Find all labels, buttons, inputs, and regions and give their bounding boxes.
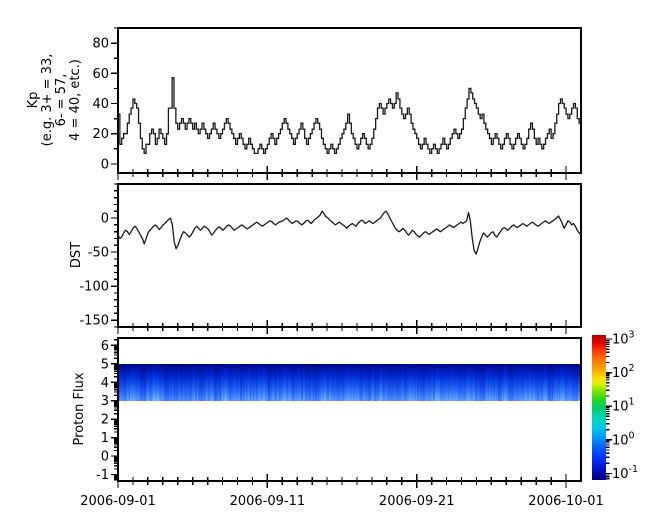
- kp-series-path: [118, 77, 581, 155]
- y-tick-label: -50: [88, 246, 109, 261]
- kp-axis-title-line: 6- = 57,: [54, 73, 69, 127]
- y-tick-label: -150: [79, 314, 109, 329]
- y-tick-label: 80: [92, 37, 109, 52]
- panel-frame: [117, 27, 582, 174]
- x-tick-label: 2006-09-21: [379, 494, 455, 509]
- kp-axis-title: Kp (e.g. 3+ = 33, 6- = 57, 4 = 40, etc.): [26, 53, 83, 147]
- y-tick-label: -100: [79, 280, 109, 295]
- x-tick-label: 2006-10-01: [528, 494, 604, 509]
- y-tick-label: 6: [101, 339, 109, 354]
- dst-axis-title-text: DST: [69, 241, 84, 269]
- y-tick-label: 60: [92, 67, 109, 82]
- colorbar-tick-label: 100: [612, 430, 635, 448]
- x-tick-label: 2006-09-11: [230, 494, 306, 509]
- dst-axis-title: DST: [69, 241, 84, 269]
- colorbar-tick-label: 103: [612, 330, 635, 348]
- y-tick-label: 0: [101, 212, 109, 227]
- proton-flux-heatmap: [118, 364, 581, 401]
- y-tick-label: 5: [101, 357, 109, 372]
- y-tick-label: 40: [92, 97, 109, 112]
- y-tick-label: 4: [101, 376, 109, 391]
- y-tick-label: -1: [96, 468, 109, 483]
- colorbar-tick-label: 101: [612, 397, 635, 415]
- panel-frame: [117, 337, 582, 482]
- y-tick-label: 2: [101, 413, 109, 428]
- kp-axis-title-line: (e.g. 3+ = 33,: [40, 53, 55, 147]
- y-tick-label: 1: [101, 431, 109, 446]
- kp-axis-title-line: Kp: [26, 91, 41, 109]
- y-tick-label: 0: [101, 450, 109, 465]
- colorbar-tick-label: 10-1: [612, 464, 638, 482]
- colorbar-gradient: [592, 335, 606, 480]
- panel-frame: [117, 183, 582, 328]
- dst-series-path: [117, 210, 582, 255]
- y-tick-label: 20: [92, 127, 109, 142]
- colorbar-tick-label: 102: [612, 363, 635, 381]
- x-tick-label: 2006-09-01: [80, 494, 156, 509]
- proton-axis-title-text: Proton Flux: [72, 372, 87, 446]
- y-tick-label: 0: [101, 157, 109, 172]
- y-tick-label: 3: [101, 394, 109, 409]
- kp-axis-title-line: 4 = 40, etc.): [68, 59, 83, 141]
- proton-axis-title: Proton Flux: [72, 372, 87, 446]
